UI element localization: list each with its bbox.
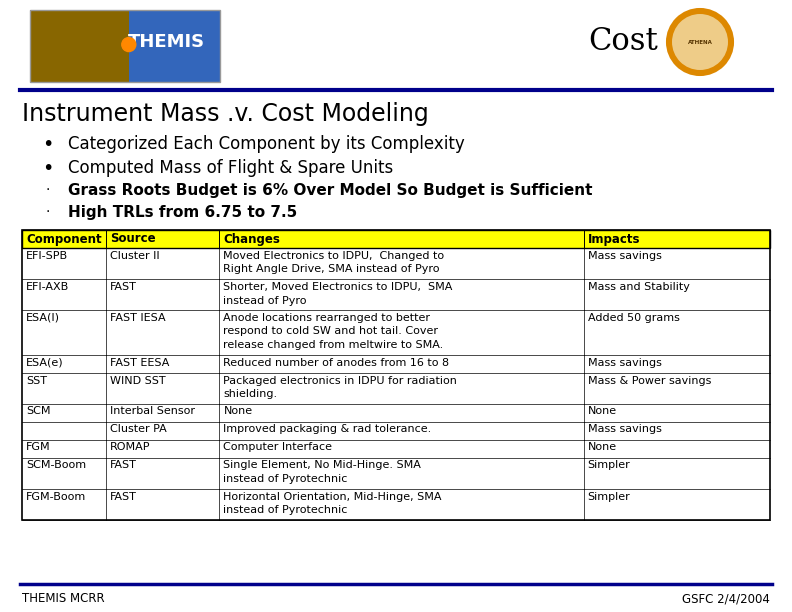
Text: None: None bbox=[588, 406, 617, 417]
Text: release changed from meltwire to SMA.: release changed from meltwire to SMA. bbox=[223, 340, 444, 350]
Bar bbox=[22, 230, 770, 248]
Bar bbox=[22, 310, 770, 354]
Bar bbox=[22, 373, 770, 403]
Text: Mass & Power savings: Mass & Power savings bbox=[588, 376, 711, 386]
Text: Instrument Mass .v. Cost Modeling: Instrument Mass .v. Cost Modeling bbox=[22, 102, 428, 126]
Text: Component: Component bbox=[26, 233, 101, 245]
Text: Mass savings: Mass savings bbox=[588, 357, 661, 367]
Text: GSFC 2/4/2004: GSFC 2/4/2004 bbox=[682, 592, 770, 605]
Text: Simpler: Simpler bbox=[588, 491, 630, 501]
Text: Improved packaging & rad tolerance.: Improved packaging & rad tolerance. bbox=[223, 425, 432, 435]
Text: respond to cold SW and hot tail. Cover: respond to cold SW and hot tail. Cover bbox=[223, 326, 439, 337]
Text: FAST: FAST bbox=[110, 460, 137, 471]
Text: Source: Source bbox=[110, 233, 155, 245]
Text: Shorter, Moved Electronics to IDPU,  SMA: Shorter, Moved Electronics to IDPU, SMA bbox=[223, 282, 453, 292]
Text: Reduced number of anodes from 16 to 8: Reduced number of anodes from 16 to 8 bbox=[223, 357, 450, 367]
Circle shape bbox=[667, 9, 733, 75]
Bar bbox=[22, 354, 770, 373]
Bar bbox=[22, 279, 770, 310]
Bar bbox=[22, 422, 770, 439]
Bar bbox=[30, 10, 220, 82]
Text: ESA(I): ESA(I) bbox=[26, 313, 60, 323]
Text: Right Angle Drive, SMA instead of Pyro: Right Angle Drive, SMA instead of Pyro bbox=[223, 264, 440, 275]
Text: Cluster PA: Cluster PA bbox=[110, 425, 166, 435]
Bar bbox=[22, 439, 770, 458]
Text: Mass and Stability: Mass and Stability bbox=[588, 282, 690, 292]
Text: FGM: FGM bbox=[26, 442, 51, 452]
Text: ·: · bbox=[46, 183, 50, 197]
Text: Cost: Cost bbox=[588, 26, 658, 58]
Text: None: None bbox=[223, 406, 253, 417]
Text: SCM-Boom: SCM-Boom bbox=[26, 460, 86, 471]
Text: Mass savings: Mass savings bbox=[588, 425, 661, 435]
Text: •: • bbox=[42, 159, 54, 177]
Text: FAST EESA: FAST EESA bbox=[110, 357, 169, 367]
Text: instead of Pyrotechnic: instead of Pyrotechnic bbox=[223, 505, 348, 515]
Bar bbox=[22, 488, 770, 520]
Text: FAST: FAST bbox=[110, 491, 137, 501]
Text: WIND SST: WIND SST bbox=[110, 376, 166, 386]
Bar bbox=[22, 230, 770, 520]
Text: instead of Pyrotechnic: instead of Pyrotechnic bbox=[223, 474, 348, 484]
Text: EFI-SPB: EFI-SPB bbox=[26, 251, 68, 261]
Text: Simpler: Simpler bbox=[588, 460, 630, 471]
Text: Added 50 grams: Added 50 grams bbox=[588, 313, 680, 323]
Text: Computed Mass of Flight & Spare Units: Computed Mass of Flight & Spare Units bbox=[68, 159, 394, 177]
Text: ·: · bbox=[46, 205, 50, 219]
Text: FGM-Boom: FGM-Boom bbox=[26, 491, 86, 501]
Text: FAST: FAST bbox=[110, 282, 137, 292]
Text: Categorized Each Component by its Complexity: Categorized Each Component by its Comple… bbox=[68, 135, 465, 153]
Text: Anode locations rearranged to better: Anode locations rearranged to better bbox=[223, 313, 431, 323]
Bar bbox=[22, 403, 770, 422]
Text: Cluster II: Cluster II bbox=[110, 251, 159, 261]
Text: Packaged electronics in IDPU for radiation: Packaged electronics in IDPU for radiati… bbox=[223, 376, 457, 386]
Text: shielding.: shielding. bbox=[223, 389, 278, 399]
Text: EFI-AXB: EFI-AXB bbox=[26, 282, 69, 292]
Text: instead of Pyro: instead of Pyro bbox=[223, 296, 307, 305]
Text: ATHENA: ATHENA bbox=[687, 40, 713, 45]
Text: ROMAP: ROMAP bbox=[110, 442, 150, 452]
Text: Changes: Changes bbox=[223, 233, 280, 245]
Text: THEMIS: THEMIS bbox=[128, 34, 205, 51]
Bar bbox=[30, 10, 129, 82]
Text: SCM: SCM bbox=[26, 406, 51, 417]
Bar bbox=[129, 10, 220, 82]
Text: Interbal Sensor: Interbal Sensor bbox=[110, 406, 195, 417]
Text: FAST IESA: FAST IESA bbox=[110, 313, 166, 323]
Text: •: • bbox=[42, 135, 54, 154]
Text: Computer Interface: Computer Interface bbox=[223, 442, 333, 452]
Text: Single Element, No Mid-Hinge. SMA: Single Element, No Mid-Hinge. SMA bbox=[223, 460, 421, 471]
Text: SST: SST bbox=[26, 376, 47, 386]
Circle shape bbox=[672, 14, 728, 70]
Text: Impacts: Impacts bbox=[588, 233, 640, 245]
Text: Horizontal Orientation, Mid-Hinge, SMA: Horizontal Orientation, Mid-Hinge, SMA bbox=[223, 491, 442, 501]
Circle shape bbox=[122, 37, 135, 51]
Text: High TRLs from 6.75 to 7.5: High TRLs from 6.75 to 7.5 bbox=[68, 204, 297, 220]
Text: None: None bbox=[588, 442, 617, 452]
Bar bbox=[22, 458, 770, 488]
Text: Mass savings: Mass savings bbox=[588, 251, 661, 261]
Text: ESA(e): ESA(e) bbox=[26, 357, 63, 367]
Bar bbox=[22, 248, 770, 279]
Text: Moved Electronics to IDPU,  Changed to: Moved Electronics to IDPU, Changed to bbox=[223, 251, 444, 261]
Text: Grass Roots Budget is 6% Over Model So Budget is Sufficient: Grass Roots Budget is 6% Over Model So B… bbox=[68, 182, 592, 198]
Text: THEMIS MCRR: THEMIS MCRR bbox=[22, 592, 105, 605]
